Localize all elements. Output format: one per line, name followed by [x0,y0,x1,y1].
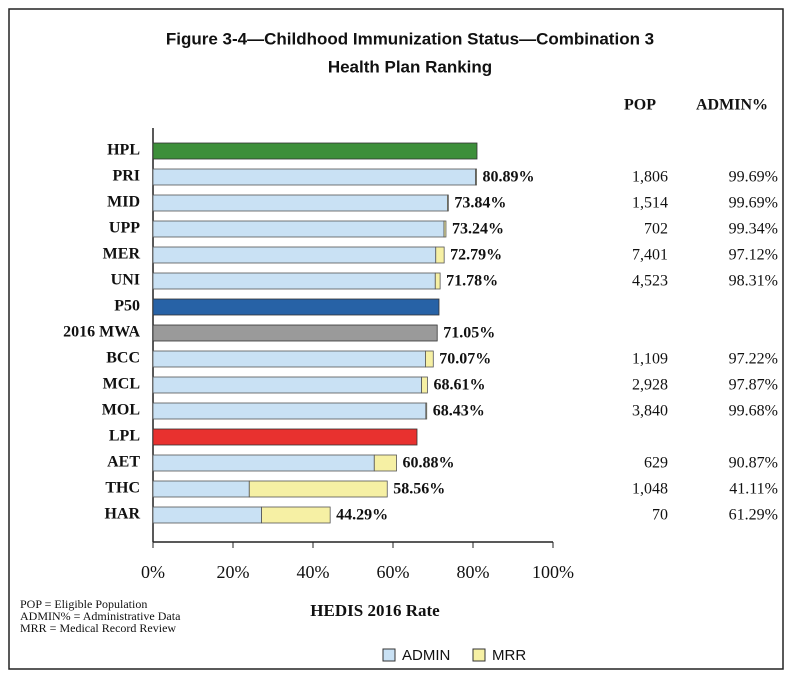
value-label: 80.89% [483,169,535,186]
bar-segment [152,220,445,238]
legend-label: ADMIN [402,647,450,664]
pop-cell: 1,806 [632,169,668,186]
bar-segment [434,272,441,290]
admin-pct-cell: 41.11% [729,481,778,498]
benchmark-bar [152,142,478,160]
x-tick-label: 60% [377,562,410,582]
frame [8,8,784,670]
category-label: AET [107,454,140,471]
category-label: THC [105,480,140,497]
bar-segment [152,350,426,368]
bar-segment [261,506,331,524]
admin-pct-cell: 99.68% [729,403,778,420]
legend-label: MRR [492,647,526,664]
pop-cell: 1,048 [632,481,668,498]
admin-pct-cell: 99.69% [729,195,778,212]
category-label: PRI [112,168,140,185]
bar-segment [425,350,434,368]
pop-cell: 4,523 [632,273,668,290]
bar-segment [152,168,476,186]
chart-title: Figure 3-4—Childhood Immunization Status… [166,29,654,48]
pop-cell: 2,928 [632,377,668,394]
benchmark-bar [152,298,440,316]
value-label: 58.56% [393,481,445,498]
bar-segment [152,272,436,290]
bar-segment [475,168,477,186]
admin-pct-cell: 90.87% [729,455,778,472]
bar-segment [447,194,449,212]
admin-pct-cell: 99.69% [729,169,778,186]
category-label: MOL [102,402,140,419]
admin-pct-cell: 98.31% [729,273,778,290]
footnote: ADMIN% = Administrative Data [20,609,181,623]
bar-segment [443,220,447,238]
x-tick-label: 80% [457,562,490,582]
value-label: 71.05% [443,325,495,342]
value-label: 70.07% [439,351,491,368]
footnote: MRR = Medical Record Review [20,621,176,635]
bar-segment [152,454,375,472]
legend-swatch [472,648,486,662]
chart-subtitle: Health Plan Ranking [328,57,492,76]
value-label: 60.88% [403,455,455,472]
pop-cell: 1,109 [632,351,668,368]
benchmark-bar [152,324,438,342]
value-label: 68.61% [433,377,485,394]
bar-segment [152,246,437,264]
category-label: P50 [114,298,140,315]
x-tick-label: 40% [297,562,330,582]
pop-cell: 7,401 [632,247,668,264]
category-label: 2016 MWA [63,324,140,341]
bar-segment [248,480,388,498]
table-header: ADMIN% [696,97,768,114]
category-label: UPP [109,220,140,237]
value-label: 73.84% [454,195,506,212]
bar-segment [425,402,428,420]
admin-pct-cell: 97.87% [729,377,778,394]
value-label: 72.79% [450,247,502,264]
x-tick-label: 0% [141,562,165,582]
x-axis-label: HEDIS 2016 Rate [310,601,440,620]
pop-cell: 1,514 [632,195,668,212]
admin-pct-cell: 99.34% [729,221,778,238]
pop-cell: 629 [644,455,668,472]
pop-cell: 70 [652,507,668,524]
category-label: LPL [109,428,140,445]
value-label: 44.29% [336,507,388,524]
bar-segment [152,480,250,498]
category-label: BCC [106,350,140,367]
footnote: POP = Eligible Population [20,597,147,611]
x-tick-label: 100% [532,562,574,582]
value-label: 68.43% [433,403,485,420]
category-label: HAR [104,506,140,523]
bar-segment [373,454,397,472]
bar-segment [152,194,448,212]
admin-pct-cell: 61.29% [729,507,778,524]
table-header: POP [624,97,656,114]
legend-swatch [382,648,396,662]
value-label: 71.78% [446,273,498,290]
x-tick-label: 20% [217,562,250,582]
admin-pct-cell: 97.12% [729,247,778,264]
category-label: UNI [111,272,140,289]
bar-segment [435,246,445,264]
category-label: MCL [103,376,140,393]
bar-segment [152,402,427,420]
bar-segment [421,376,428,394]
pop-cell: 702 [644,221,668,238]
category-label: MID [107,194,140,211]
value-label: 73.24% [452,221,504,238]
category-label: MER [103,246,141,263]
benchmark-bar [152,428,418,446]
category-label: HPL [107,142,140,159]
admin-pct-cell: 97.22% [729,351,778,368]
bar-segment [152,506,262,524]
bar-segment [152,376,423,394]
pop-cell: 3,840 [632,403,668,420]
